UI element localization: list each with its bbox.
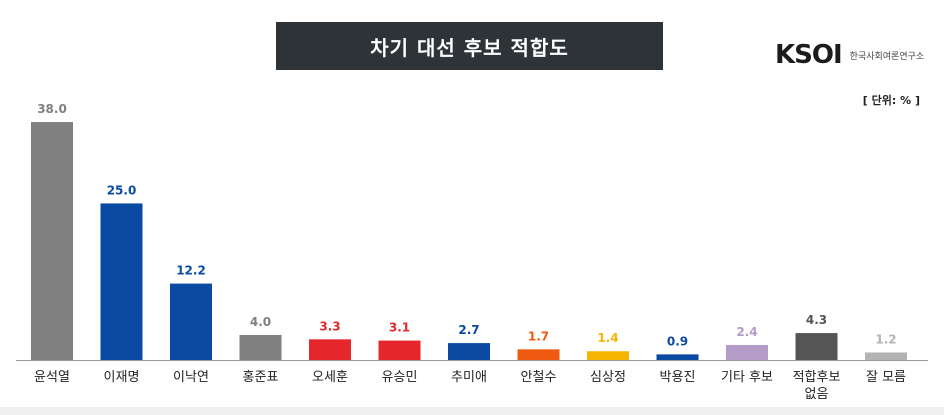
category-label-11: 기타 후보 bbox=[721, 370, 773, 385]
bar-9 bbox=[587, 351, 629, 360]
category-label-4: 홍준표 bbox=[243, 370, 279, 385]
unit-label: [ 단위: % ] bbox=[862, 94, 920, 107]
category-label-12: 적합후보 없음 bbox=[793, 370, 841, 402]
ksoi-logo: KSOI 한국사회여론연구소 bbox=[775, 38, 924, 72]
logo-mark: KSOI bbox=[775, 40, 843, 70]
value-label-8: 1.7 bbox=[528, 329, 549, 343]
value-label-4: 4.0 bbox=[250, 315, 271, 329]
value-label-5: 3.3 bbox=[319, 319, 340, 333]
bar-2 bbox=[100, 203, 143, 360]
value-label-12: 4.3 bbox=[806, 313, 827, 327]
bar-1 bbox=[31, 122, 73, 360]
category-label-5: 오세훈 bbox=[312, 370, 348, 385]
category-label-2: 이재명 bbox=[104, 370, 140, 385]
value-label-13: 1.2 bbox=[875, 332, 896, 346]
chart-title: 차기 대선 후보 적합도 bbox=[276, 22, 663, 70]
bar-5 bbox=[309, 339, 351, 360]
value-label-11: 2.4 bbox=[736, 325, 757, 339]
value-label-9: 1.4 bbox=[597, 331, 618, 345]
logo-subtitle: 한국사회여론연구소 bbox=[849, 51, 925, 62]
category-label-10: 박용진 bbox=[660, 370, 696, 385]
bar-13 bbox=[865, 352, 907, 360]
bar-8 bbox=[517, 349, 560, 360]
value-label-3: 12.2 bbox=[176, 264, 206, 278]
bar-7 bbox=[448, 343, 490, 360]
bar-3 bbox=[170, 283, 212, 360]
bar-4 bbox=[239, 334, 282, 360]
bar-11 bbox=[726, 344, 768, 360]
bar-10 bbox=[656, 354, 699, 360]
bottom-divider bbox=[0, 407, 944, 415]
value-label-1: 38.0 bbox=[37, 102, 67, 116]
category-label-6: 유승민 bbox=[382, 370, 418, 385]
value-label-10: 0.9 bbox=[667, 334, 688, 348]
category-label-3: 이낙연 bbox=[173, 370, 209, 385]
value-label-7: 2.7 bbox=[458, 323, 479, 337]
category-label-13: 잘 모름 bbox=[866, 370, 906, 385]
category-label-7: 추미애 bbox=[451, 370, 487, 385]
category-label-9: 심상정 bbox=[590, 370, 626, 385]
value-label-6: 3.1 bbox=[389, 321, 410, 335]
value-label-2: 25.0 bbox=[107, 183, 137, 197]
bar-6 bbox=[378, 340, 421, 360]
category-label-1: 윤석열 bbox=[34, 370, 70, 385]
bar-12 bbox=[795, 333, 838, 360]
category-label-8: 안철수 bbox=[521, 370, 557, 385]
